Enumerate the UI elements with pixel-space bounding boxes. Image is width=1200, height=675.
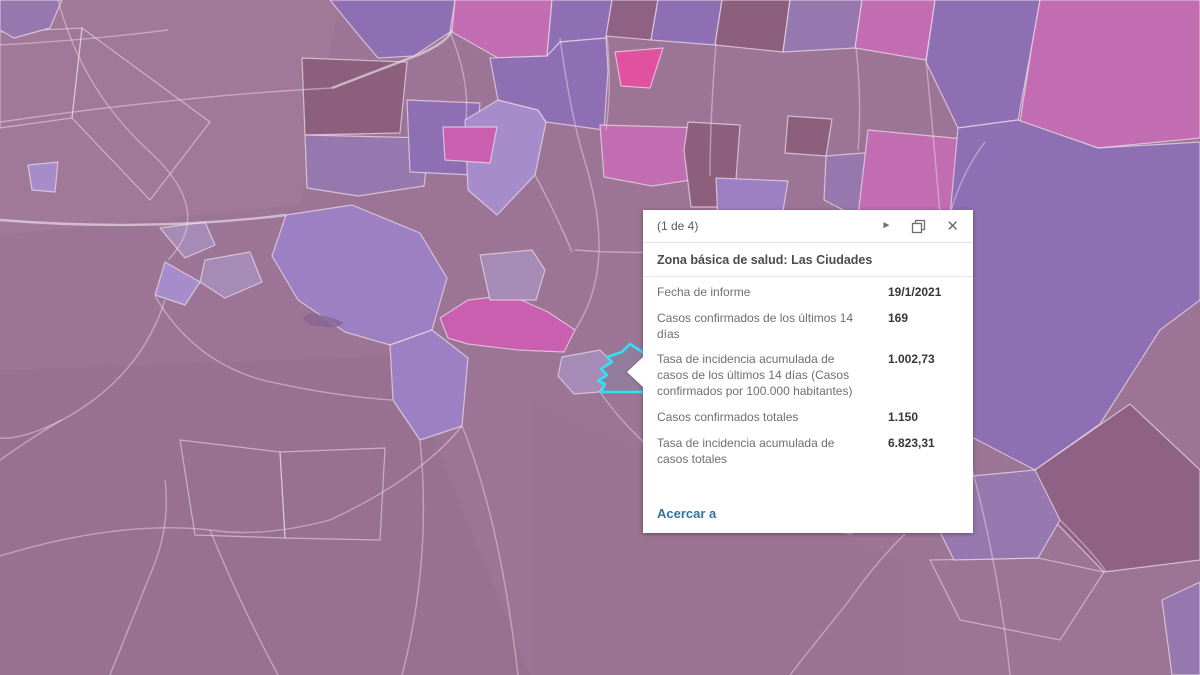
popup-fields: Fecha de informe 19/1/2021 Casos confirm… [643,277,973,472]
road-line [0,519,331,557]
field-label: Tasa de incidencia acumulada de casos de… [657,352,853,399]
road-line [0,87,333,123]
map-shade [530,400,900,675]
popup-title: Zona básica de salud: Las Ciudades [643,243,973,277]
field-row-casos-14d: Casos confirmados de los últimos 14 días… [657,306,959,348]
field-row-tasa-14d: Tasa de incidencia acumulada de casos de… [657,347,959,404]
field-label: Casos confirmados de los últimos 14 días [657,310,854,341]
field-label: Fecha de informe [657,285,751,299]
road-line [534,174,573,253]
field-value: 1.150 [888,409,919,424]
map-zone[interactable] [1019,0,1200,149]
map-zone[interactable] [27,161,59,193]
road-line [0,299,166,439]
road-line [855,47,861,151]
road-line [329,425,463,521]
road-line [709,43,717,177]
field-value: 169 [888,310,909,325]
field-row-tasa-total: Tasa de incidencia acumulada de casos to… [657,431,959,473]
map-zone[interactable] [714,0,791,53]
road-line [209,529,279,675]
map-zone[interactable] [71,26,211,201]
popup-header: (1 de 4) ► ✕ [643,210,973,243]
road-line [1059,519,1107,573]
field-value: 1.002,73 [888,352,935,367]
zoom-to-link[interactable]: Acercar a [657,506,717,521]
road-line [109,479,167,675]
map-zone[interactable] [1161,581,1200,675]
map-zone[interactable] [650,0,723,46]
map-zone[interactable] [614,47,664,89]
popup-close-button[interactable]: ✕ [946,219,959,234]
road-line-major [331,29,454,90]
feature-popup: (1 de 4) ► ✕ Zona básica de salud: Las C… [627,210,973,533]
map-shade [0,355,530,675]
lake [303,313,344,328]
popup-dock-button[interactable] [911,219,926,234]
road-line [154,295,393,401]
road-line [401,439,425,675]
map-zone[interactable] [442,126,498,164]
popup-footer: Acercar a [643,496,973,533]
popup-next-button[interactable]: ► [882,221,892,231]
road-line-major [0,213,287,227]
next-arrow-icon: ► [881,220,892,231]
map-zone[interactable] [0,0,63,39]
road-line [559,37,600,331]
map-zone[interactable] [489,37,609,131]
map-zone[interactable] [479,249,546,301]
field-value: 6.823,31 [888,435,935,450]
field-row-casos-totales: Casos confirmados totales 1.150 [657,405,959,431]
field-label: Casos confirmados totales [657,409,799,424]
road-line [0,29,169,46]
road-line [949,141,986,215]
road-line [605,35,610,131]
popup-callout-arrow [627,357,643,387]
road-line [925,59,941,215]
map-zone[interactable] [605,0,659,41]
map-zone[interactable] [154,261,201,306]
field-value: 19/1/2021 [888,285,942,299]
field-row-fecha: Fecha de informe 19/1/2021 [657,280,959,306]
road-line [57,0,189,261]
map-zone[interactable] [782,0,863,53]
field-label: Tasa de incidencia acumulada de casos to… [657,435,835,466]
map-zone[interactable] [199,251,263,299]
map-zone[interactable] [179,439,286,539]
road-line [449,31,468,121]
road-line [789,533,906,675]
close-icon: ✕ [946,217,959,235]
map-shade [0,0,340,235]
popup-pagination: (1 de 4) [657,219,699,233]
road-line [461,425,519,675]
map-zone[interactable] [784,115,833,157]
map-zone[interactable] [301,57,408,136]
dock-icon [912,219,926,233]
road-line [0,419,63,461]
